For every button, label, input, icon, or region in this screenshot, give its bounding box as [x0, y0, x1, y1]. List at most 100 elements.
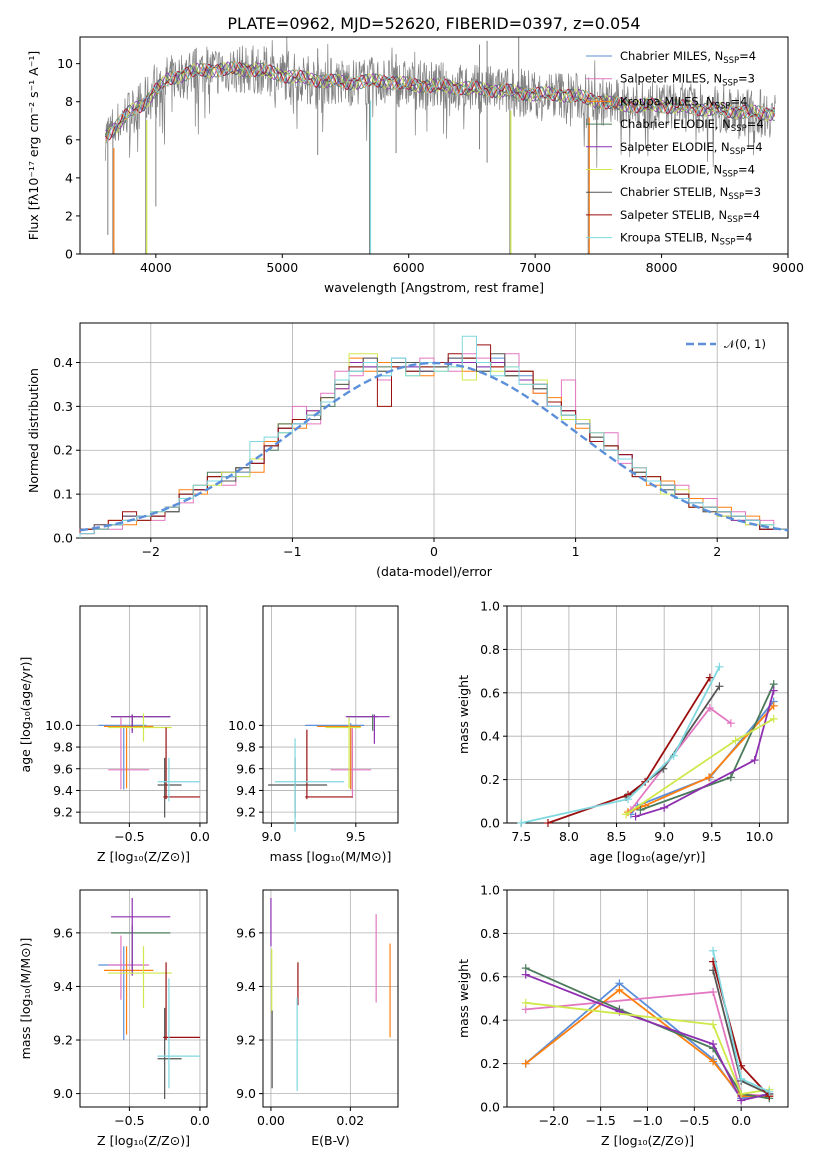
x-tick-label: 0.0 [190, 1113, 210, 1128]
y-tick-label: 9.6 [236, 761, 256, 776]
y-tick-label: 9.6 [53, 925, 73, 940]
x-tick-label: −0.5 [114, 829, 144, 844]
axes-frame [79, 36, 789, 255]
x-tick-label: 8000 [646, 260, 678, 275]
spectrum-plot-area [104, 37, 776, 254]
normal-curve [79, 361, 789, 532]
x-axis-label: Z [log₁₀(Z/Z⊙)] [601, 1133, 694, 1148]
panel-spectrum: 4000 5000 6000 7000 8000 9000 0 2 4 6 8 10 wavelengt… [26, 36, 804, 295]
x-tick-label: 0.02 [336, 1113, 364, 1128]
y-tick-label: 0.8 [480, 642, 500, 657]
panel-residuals: −2 −1 0 1 2 0.0 0.1 0.2 0.3 0.4 (data-model)/error… [26, 322, 789, 579]
x-tick-label: 8.5 [607, 829, 627, 844]
x-tick-label: 5000 [266, 260, 298, 275]
y-tick-label: 9.0 [236, 1086, 256, 1101]
x-tick-label: −2 [142, 544, 160, 559]
x-tick-label: 7000 [519, 260, 551, 275]
axes-frame [79, 605, 208, 824]
y-tick-label: 0.2 [480, 772, 500, 787]
y-tick-label: 0.6 [480, 969, 500, 984]
x-axis-label: age [log₁₀(age/yr)] [590, 849, 706, 864]
y-tick-label: 9.6 [236, 925, 256, 940]
y-tick-label: 0.0 [480, 1100, 500, 1115]
y-tick-label: 0.0 [53, 531, 73, 546]
x-axis-label: Z [log₁₀(Z/Z⊙)] [97, 1133, 190, 1148]
model-fit-line [105, 62, 776, 141]
y-axis-label: Normed distribution [26, 368, 41, 493]
y-tick-label: 9.4 [236, 783, 256, 798]
y-tick-label: 9.8 [236, 740, 256, 755]
spectrum-legend: Chabrier MILES, NSSP=4 Salpeter MILES, NS… [586, 49, 764, 248]
figure-title: PLATE=0962, MJD=52620, FIBERID=0397, z=0… [227, 14, 640, 33]
x-tick-label: 0.00 [257, 1113, 285, 1128]
y-tick-label: 2 [65, 208, 73, 223]
x-tick-label: 1 [572, 544, 580, 559]
y-tick-label: 9.6 [53, 761, 73, 776]
legend-label: Chabrier ELODIE, NSSP=4 [620, 117, 764, 134]
y-tick-label: 8 [65, 94, 73, 109]
panel-age-vs-mass: 9.0 9.5 9.2 9.4 9.6 9.8 10.0 mass [log₁₀(M/M⊙)] [228, 605, 399, 864]
y-axis-label: Flux [fλ10⁻¹⁷ erg cm⁻² s⁻¹ A⁻¹] [26, 51, 41, 240]
y-tick-label: 9.8 [53, 740, 73, 755]
panel-mass-vs-ebv: 0.00 0.02 9.0 9.2 9.4 9.6 E(B-V) [236, 889, 399, 1148]
x-tick-label: 6000 [393, 260, 425, 275]
x-tick-label: 0 [430, 544, 438, 559]
y-tick-label: 9.2 [236, 805, 256, 820]
y-tick-label: 0 [65, 247, 73, 262]
legend-label: Salpeter ELODIE, NSSP=4 [620, 140, 763, 157]
y-tick-label: 0.4 [53, 355, 73, 370]
weight-line [635, 690, 775, 818]
weight-line [625, 685, 721, 798]
x-tick-label: 0.0 [190, 829, 210, 844]
y-axis-label: age [log₁₀(age/yr)] [18, 657, 33, 773]
x-tick-label: −1.5 [585, 1113, 615, 1128]
x-tick-label: −2.0 [539, 1113, 569, 1128]
y-tick-label: 1.0 [480, 883, 500, 898]
legend-label: Kroupa ELODIE, NSSP=4 [620, 163, 755, 180]
x-tick-label: 9.0 [261, 829, 281, 844]
y-tick-label: 4 [65, 170, 73, 185]
axes-frame [79, 889, 208, 1108]
x-tick-label: 8.0 [559, 829, 579, 844]
y-tick-label: 6 [65, 132, 73, 147]
panel-age-vs-z: −0.5 0.0 9.2 9.4 9.6 9.8 10.0 Z [log₁₀(Z/Z⊙)] ag… [18, 605, 210, 864]
weight-line [525, 991, 770, 1098]
x-tick-label: 0.0 [731, 1113, 751, 1128]
axes-frame [262, 889, 399, 1108]
x-tick-label: −1.0 [632, 1113, 662, 1128]
y-tick-label: 0.1 [53, 487, 73, 502]
y-tick-label: 0.0 [480, 816, 500, 831]
y-tick-label: 1.0 [480, 599, 500, 614]
x-tick-label: −1 [283, 544, 301, 559]
x-tick-label: 10.0 [746, 829, 774, 844]
legend-label: 𝒩(0, 1) [724, 337, 766, 351]
y-tick-label: 0.6 [480, 685, 500, 700]
y-tick-label: 9.2 [236, 1033, 256, 1048]
legend-label: Chabrier MILES, NSSP=4 [620, 49, 756, 66]
legend-label: Kroupa MILES, NSSP=4 [620, 94, 747, 111]
y-tick-label: 9.0 [53, 1086, 73, 1101]
x-tick-label: 9.5 [702, 829, 722, 844]
y-axis-label: mass weight [456, 959, 471, 1038]
panel-weight-vs-z: −2.0 −1.5 −1.0 −0.5 0.0 0.0 0.2 0.4 0.6 0.8 1.0 Z [… [456, 883, 789, 1148]
y-tick-label: 9.2 [53, 805, 73, 820]
legend-label: Salpeter STELIB, NSSP=4 [620, 208, 760, 225]
x-axis-label: wavelength [Angstrom, rest frame] [324, 280, 544, 295]
x-tick-label: 9000 [772, 260, 804, 275]
y-tick-label: 10.0 [45, 718, 73, 733]
legend-label: Kroupa STELIB, NSSP=4 [620, 231, 752, 248]
panel-weight-vs-age: 7.5 8.0 8.5 9.0 9.5 10.0 0.0 0.2 0.4 0.6 0.8 1.0 age… [456, 599, 789, 864]
x-tick-label: −0.5 [114, 1113, 144, 1128]
y-tick-label: 9.4 [236, 979, 256, 994]
x-axis-label: Z [log₁₀(Z/Z⊙)] [97, 849, 190, 864]
x-tick-label: 2 [713, 544, 721, 559]
axes-frame [506, 605, 789, 824]
y-tick-label: 10 [57, 56, 73, 71]
y-tick-label: 0.4 [480, 729, 500, 744]
y-tick-label: 0.4 [480, 1013, 500, 1028]
panel-mass-vs-z: −0.5 0.0 9.0 9.2 9.4 9.6 Z [log₁₀(Z/Z⊙)] mass [… [18, 889, 210, 1148]
x-tick-label: 4000 [140, 260, 172, 275]
y-tick-label: 0.2 [53, 443, 73, 458]
axes-frame [262, 605, 399, 824]
